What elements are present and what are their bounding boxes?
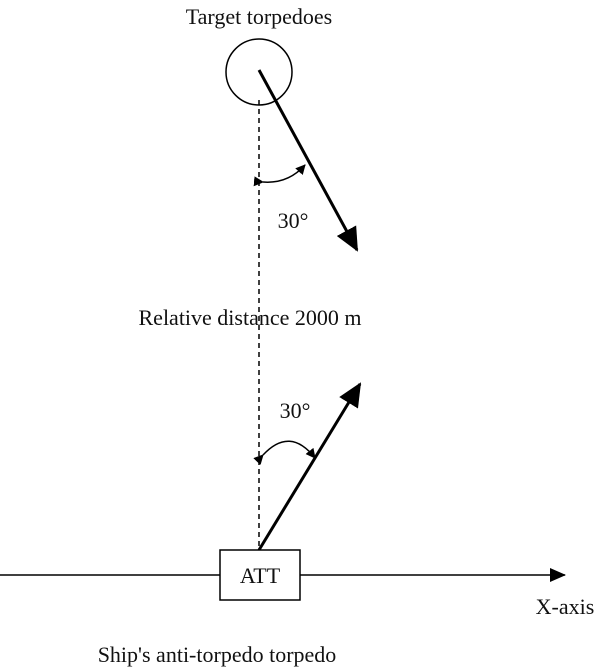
- distance-label: Relative distance 2000 m: [139, 305, 362, 330]
- target-heading: [257, 69, 359, 252]
- angle-arc-bottom: [253, 440, 316, 465]
- axis-label: X-axis: [536, 594, 595, 619]
- angle-arc-top: [253, 164, 306, 187]
- angle-label-bottom: 30°: [280, 398, 311, 423]
- caption: Ship's anti-torpedo torpedo: [98, 642, 337, 667]
- att-heading: [257, 382, 362, 551]
- angle-label-top: 30°: [278, 208, 309, 233]
- att-box: [219, 549, 301, 601]
- att-label: ATT: [240, 563, 281, 588]
- target-label: Target torpedoes: [186, 4, 333, 29]
